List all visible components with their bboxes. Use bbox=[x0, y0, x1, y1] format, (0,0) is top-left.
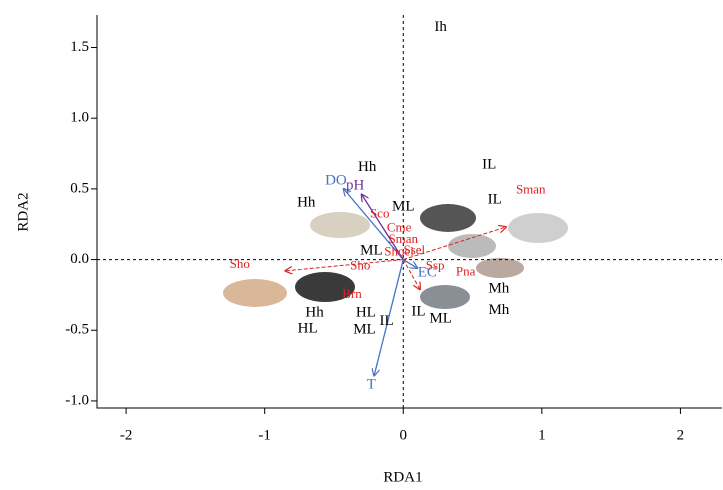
x-tick-label: -1 bbox=[258, 427, 271, 443]
species-label: Brn bbox=[342, 286, 362, 301]
species-label: Sman bbox=[516, 181, 546, 196]
species-label: Sho bbox=[230, 256, 250, 271]
x-tick-label: 0 bbox=[400, 427, 408, 443]
species-label: Ssp bbox=[426, 258, 445, 273]
species-label: Sho bbox=[350, 258, 370, 273]
species-arrow bbox=[285, 260, 403, 271]
environment-label: T bbox=[367, 377, 376, 393]
x-tick-label: 1 bbox=[538, 427, 546, 443]
site-label: Hh bbox=[358, 159, 377, 175]
chart: RDA1 RDA2 -2 -1 0 1 2 1.5 1.0 0.5 0.0 -0.5 -1.0 DOp… bbox=[0, 0, 723, 490]
species-label: Pna bbox=[456, 263, 476, 278]
fish bbox=[476, 258, 524, 278]
fish bbox=[420, 285, 470, 309]
x-axis-label: RDA1 bbox=[383, 469, 422, 485]
environment-label: pH bbox=[346, 178, 365, 194]
site-label: ML bbox=[429, 310, 452, 326]
y-tick-label: 0.0 bbox=[70, 251, 89, 267]
site-label: HL bbox=[356, 305, 376, 321]
fish bbox=[420, 204, 476, 232]
species-label: Sco bbox=[370, 205, 390, 220]
site-label: Mh bbox=[488, 281, 509, 297]
y-tick-label: 1.0 bbox=[70, 110, 89, 126]
site-label: IL bbox=[380, 313, 394, 329]
site-label: ML bbox=[392, 199, 415, 215]
environment-label: DO bbox=[325, 173, 347, 189]
site-label: Ih bbox=[434, 19, 447, 35]
species-label: Shoel bbox=[384, 243, 414, 258]
fish bbox=[310, 212, 370, 238]
y-tick-label: -0.5 bbox=[65, 322, 89, 338]
site-label: ML bbox=[353, 322, 376, 338]
site-label: IL bbox=[488, 192, 502, 208]
site-label: HL bbox=[298, 320, 318, 336]
x-tick-label: -2 bbox=[120, 427, 133, 443]
y-axis-label: RDA2 bbox=[15, 192, 31, 231]
y-tick-label: -1.0 bbox=[65, 392, 89, 408]
x-tick-label: 2 bbox=[677, 427, 685, 443]
site-label: Hh bbox=[305, 305, 324, 321]
site-label: IL bbox=[482, 156, 496, 172]
fish bbox=[223, 279, 287, 307]
site-label: Hh bbox=[297, 194, 316, 210]
environment-arrow bbox=[403, 260, 417, 268]
site-label: ML bbox=[360, 243, 383, 259]
site-label: Mh bbox=[488, 302, 509, 318]
fish bbox=[508, 213, 568, 243]
y-tick-label: 0.5 bbox=[70, 180, 89, 196]
site-label: IL bbox=[411, 303, 425, 319]
y-tick-label: 1.5 bbox=[70, 39, 89, 55]
